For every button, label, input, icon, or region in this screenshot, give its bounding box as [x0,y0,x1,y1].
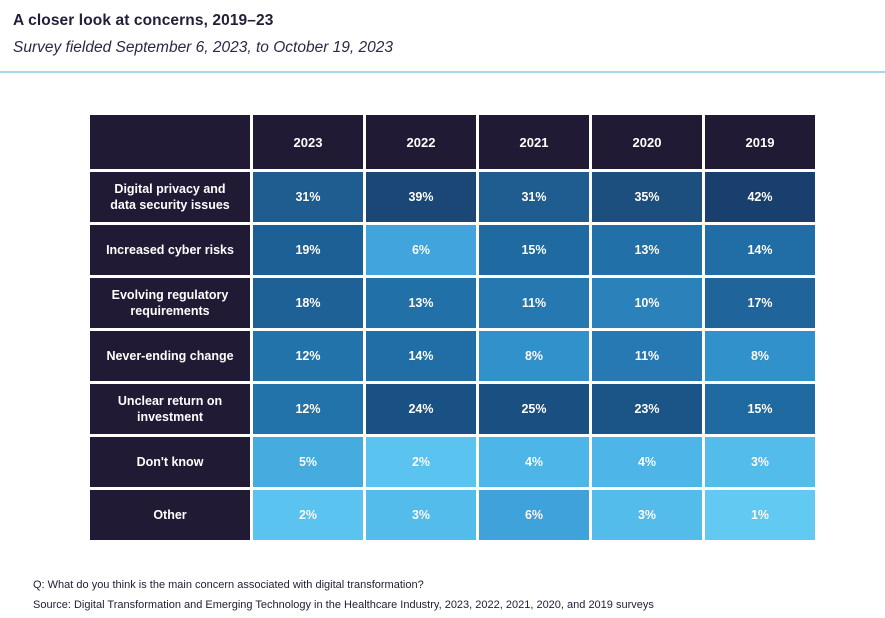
heatmap-cell: 31% [253,172,363,222]
heatmap-cell: 24% [366,384,476,434]
heatmap-cell: 12% [253,331,363,381]
heatmap-cell: 17% [705,278,815,328]
heatmap-cell: 13% [592,225,702,275]
heatmap-cell: 10% [592,278,702,328]
page-subtitle: Survey fielded September 6, 2023, to Oct… [13,39,393,56]
heatmap-cell: 35% [592,172,702,222]
footnotes: Q: What do you think is the main concern… [33,575,654,615]
divider-line [0,71,885,73]
row-label: Digital privacy and data security issues [90,172,250,222]
heatmap-cell: 23% [592,384,702,434]
year-header: 2020 [592,115,702,169]
heatmap-cell: 11% [479,278,589,328]
heatmap-table: 2023 2022 2021 2020 2019 Digital privacy and … [90,115,815,540]
year-header: 2022 [366,115,476,169]
table-corner-cell [90,115,250,169]
row-label: Evolving regulatory requirements [90,278,250,328]
heatmap-cell: 19% [253,225,363,275]
row-label: Never-ending change [90,331,250,381]
heatmap-cell: 31% [479,172,589,222]
heatmap-cell: 11% [592,331,702,381]
year-header: 2023 [253,115,363,169]
heatmap-cell: 14% [366,331,476,381]
heatmap-cell: 13% [366,278,476,328]
heatmap-cell: 12% [253,384,363,434]
row-label: Don't know [90,437,250,487]
heatmap-cell: 14% [705,225,815,275]
row-label: Unclear return on investment [90,384,250,434]
heatmap-cell: 15% [705,384,815,434]
heatmap-cell: 6% [366,225,476,275]
heatmap-cell: 3% [592,490,702,540]
heatmap-cell: 4% [479,437,589,487]
heatmap-cell: 3% [705,437,815,487]
page-title: A closer look at concerns, 2019–23 [13,12,274,29]
heatmap-cell: 8% [705,331,815,381]
heatmap-cell: 39% [366,172,476,222]
heatmap-cell: 2% [253,490,363,540]
year-header: 2019 [705,115,815,169]
row-label: Increased cyber risks [90,225,250,275]
source-note: Source: Digital Transformation and Emerg… [33,599,654,611]
heatmap-cell: 1% [705,490,815,540]
question-note: Q: What do you think is the main concern… [33,579,424,591]
heatmap-cell: 8% [479,331,589,381]
heatmap-cell: 4% [592,437,702,487]
heatmap-cell: 18% [253,278,363,328]
heatmap-cell: 3% [366,490,476,540]
heatmap-cell: 25% [479,384,589,434]
heatmap-cell: 6% [479,490,589,540]
row-label: Other [90,490,250,540]
year-header: 2021 [479,115,589,169]
heatmap-cell: 2% [366,437,476,487]
heatmap-cell: 15% [479,225,589,275]
heatmap-cell: 42% [705,172,815,222]
heatmap-cell: 5% [253,437,363,487]
